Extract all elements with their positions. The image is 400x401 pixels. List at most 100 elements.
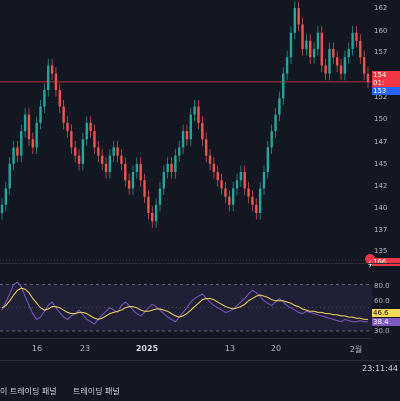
candle-body (274, 114, 277, 132)
candle-body (212, 163, 216, 173)
rsi-axis[interactable]: 80.0 60.0 30.0 (372, 265, 400, 337)
candle-body (197, 106, 200, 123)
candle-body (255, 204, 258, 214)
price-tick: 137 (374, 226, 388, 234)
candle-body (324, 65, 327, 74)
price-tick: 162 (374, 4, 388, 12)
candle-body (309, 40, 312, 58)
candle-body (301, 24, 304, 50)
candle-body (4, 188, 8, 205)
price-tick: 152 (374, 93, 388, 101)
price-tick: 135 (374, 247, 388, 255)
price-tick: 140 (374, 204, 388, 212)
price-tick: 145 (374, 160, 388, 168)
candle-body (166, 163, 169, 173)
candle-body (220, 180, 223, 189)
candle-body (50, 65, 54, 74)
pane-divider[interactable] (0, 263, 400, 264)
candle-body (8, 163, 11, 189)
rsi-pane[interactable] (0, 265, 372, 337)
candle-body (247, 188, 250, 197)
time-tick: 23 (79, 344, 91, 353)
candle-body (27, 114, 31, 140)
time-axis[interactable]: 16 23 2025 13 20 2월 (0, 338, 372, 359)
candle-body (231, 188, 235, 205)
candle-body (62, 106, 65, 123)
candle-body (170, 163, 173, 173)
candle-body (285, 57, 289, 74)
candle-body (351, 32, 354, 50)
bottom-tabs: 이 트레이딩 패널 트레이딩 패널 (0, 384, 400, 400)
candle-body (201, 122, 204, 140)
candle-body (124, 163, 127, 181)
price-chart-canvas[interactable] (0, 0, 372, 262)
time-tick: 13 (224, 344, 236, 353)
candle-body (239, 172, 243, 181)
candle-body (193, 106, 196, 115)
candle-body (293, 8, 296, 33)
price-axis[interactable]: 162 160 157 155 152 150 147 145 142 140 … (372, 0, 400, 262)
candle-body (216, 172, 219, 181)
time-tick: 16 (31, 344, 43, 353)
candle-body (297, 8, 300, 25)
candle-body (120, 155, 123, 164)
candle-body (181, 131, 185, 148)
candle-body (158, 188, 162, 205)
candle-body (116, 147, 119, 156)
candle-body (154, 204, 158, 222)
candle-body (135, 163, 139, 173)
candle-body (359, 40, 362, 58)
time-tick: 2025 (135, 344, 159, 353)
price-chart[interactable] (0, 0, 372, 262)
candle-body (85, 122, 88, 140)
candle-body (362, 57, 366, 74)
candle-body (335, 57, 339, 66)
candle-body (316, 32, 320, 50)
candle-body (258, 188, 262, 214)
candle-body (74, 147, 77, 156)
rsi-band (0, 284, 372, 331)
candle-body (235, 180, 239, 189)
candle-body (366, 73, 370, 82)
candle-body (208, 155, 212, 164)
candle-body (162, 172, 166, 189)
candle-body (66, 122, 69, 132)
bottom-panel (0, 360, 400, 401)
candle-body (355, 32, 358, 41)
candle-body (108, 155, 112, 173)
time-tick: 2월 (349, 345, 363, 354)
rsi-tick: 30.0 (374, 327, 390, 335)
price-tick: 150 (374, 115, 388, 123)
tab-trading-panel[interactable]: 이 트레이딩 패널 (0, 387, 57, 396)
candle-body (151, 213, 154, 222)
candle-body (70, 131, 73, 148)
lightning-icon[interactable] (365, 254, 375, 268)
candle-body (47, 65, 50, 91)
candle-body (270, 131, 273, 148)
rsi-tag: 38.4 (372, 318, 400, 326)
candle-body (266, 147, 270, 173)
candle-body (97, 147, 100, 156)
candle-body (312, 49, 316, 58)
candle-body (131, 172, 135, 189)
candle-body (347, 49, 350, 58)
candle-body (343, 57, 347, 74)
candle-body (320, 32, 323, 66)
candle-body (89, 122, 92, 132)
candle-body (23, 114, 27, 132)
candle-body (0, 204, 4, 214)
tab-trading-panel-2[interactable]: 트레이딩 패널 (73, 387, 120, 396)
volume-tag: 166 (372, 258, 400, 266)
rsi-tick: 80.0 (374, 282, 390, 290)
rsi-canvas[interactable] (0, 265, 372, 337)
candle-body (147, 196, 150, 214)
price-tick: 147 (374, 138, 388, 146)
candle-body (112, 147, 115, 156)
candle-body (243, 172, 246, 189)
rsi-ma-tag: 46.6 (372, 309, 400, 317)
candle-body (143, 180, 146, 197)
candle-body (31, 139, 35, 148)
time-tick: 20 (270, 344, 282, 353)
clock[interactable]: 23:11:44 (362, 364, 398, 373)
rsi-ma-line (1, 287, 368, 320)
